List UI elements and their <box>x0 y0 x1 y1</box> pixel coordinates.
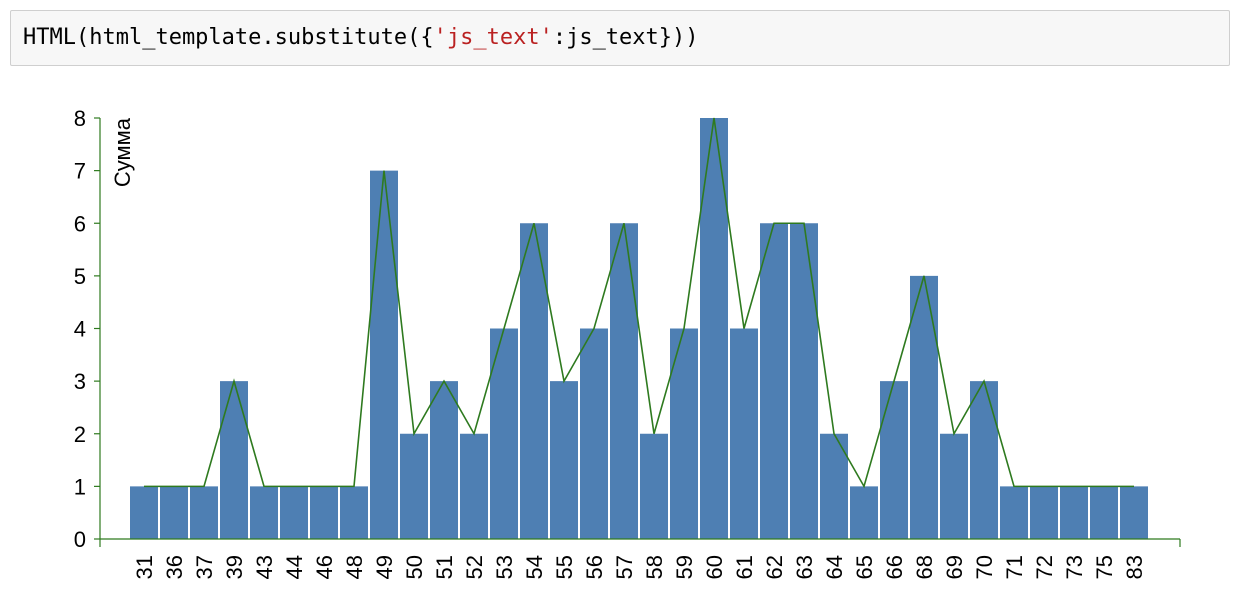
x-tick-label-64: 64 <box>822 555 847 579</box>
axes-group <box>94 117 1181 547</box>
x-tick-label-48: 48 <box>342 555 367 579</box>
y-tick-label-8: 8 <box>74 106 86 131</box>
code-token-string: 'js_text' <box>433 25 553 50</box>
bar-39 <box>220 381 248 539</box>
bar-71 <box>1000 486 1028 539</box>
x-tick-label-83: 83 <box>1122 555 1147 579</box>
bar-73 <box>1060 486 1088 539</box>
x-tick-label-39: 39 <box>222 555 247 579</box>
bar-57 <box>610 223 638 539</box>
y-tick-label-3: 3 <box>74 369 86 394</box>
y-tick-label-6: 6 <box>74 211 86 236</box>
bar-65 <box>850 486 878 539</box>
bar-49 <box>370 170 398 539</box>
x-tick-label-58: 58 <box>642 555 667 579</box>
bar-52 <box>460 433 488 539</box>
x-tick-label-43: 43 <box>252 555 277 579</box>
x-tick-label-36: 36 <box>162 555 187 579</box>
x-tick-label-72: 72 <box>1032 555 1057 579</box>
bar-36 <box>160 486 188 539</box>
x-tick-label-65: 65 <box>852 555 877 579</box>
y-axis-label: Сумма <box>110 117 135 187</box>
bar-75 <box>1090 486 1118 539</box>
x-tick-label-46: 46 <box>312 555 337 579</box>
x-tick-label-55: 55 <box>552 555 577 579</box>
x-tick-label-44: 44 <box>282 555 307 579</box>
y-tick-label-5: 5 <box>74 264 86 289</box>
x-tick-label-61: 61 <box>732 555 757 579</box>
bar-66 <box>880 381 908 539</box>
line-group <box>144 117 1134 489</box>
y-tick-label-1: 1 <box>74 474 86 499</box>
bars-group <box>130 118 1148 539</box>
bar-46 <box>310 486 338 539</box>
y-tick-label-4: 4 <box>74 317 86 342</box>
code-token-rest: :js_text})) <box>552 25 699 50</box>
y-tick-label-0: 0 <box>74 527 86 552</box>
bar-44 <box>280 486 308 539</box>
bar-61 <box>730 328 758 539</box>
x-tick-label-73: 73 <box>1062 555 1087 579</box>
x-tick-label-31: 31 <box>132 555 157 579</box>
x-tick-label-51: 51 <box>432 555 457 579</box>
x-tick-label-66: 66 <box>882 555 907 579</box>
y-tick-label-2: 2 <box>74 422 86 447</box>
bar-31 <box>130 486 158 539</box>
bar-56 <box>580 328 608 539</box>
x-tick-label-53: 53 <box>492 555 517 579</box>
bar-72 <box>1030 486 1058 539</box>
bar-63 <box>790 223 818 539</box>
x-tick-label-56: 56 <box>582 555 607 579</box>
y-tick-label-7: 7 <box>74 159 86 184</box>
code-token-func: HTML(html_template.substitute({ <box>23 25 434 50</box>
bar-55 <box>550 381 578 539</box>
x-tick-label-52: 52 <box>462 555 487 579</box>
bar-58 <box>640 433 668 539</box>
bar-62 <box>760 223 788 539</box>
x-tick-label-71: 71 <box>1002 555 1027 579</box>
code-cell[interactable]: HTML(html_template.substitute({'js_text'… <box>10 10 1230 66</box>
bar-68 <box>910 275 938 539</box>
series-line <box>144 117 1134 489</box>
x-tick-label-49: 49 <box>372 555 397 579</box>
x-tick-label-37: 37 <box>192 555 217 579</box>
bar-37 <box>190 486 218 539</box>
x-tick-label-57: 57 <box>612 555 637 579</box>
bar-51 <box>430 381 458 539</box>
x-tick-label-50: 50 <box>402 555 427 579</box>
x-tick-label-54: 54 <box>522 555 547 579</box>
x-tick-label-69: 69 <box>942 555 967 579</box>
code-line: HTML(html_template.substitute({'js_text'… <box>23 25 699 50</box>
x-tick-label-68: 68 <box>912 555 937 579</box>
x-tick-label-75: 75 <box>1092 555 1117 579</box>
x-tick-label-59: 59 <box>672 555 697 579</box>
bar-43 <box>250 486 278 539</box>
x-tick-label-60: 60 <box>702 555 727 579</box>
bar-48 <box>340 486 368 539</box>
bar-83 <box>1120 486 1148 539</box>
bar-70 <box>970 381 998 539</box>
x-tick-label-70: 70 <box>972 555 997 579</box>
bar-50 <box>400 433 428 539</box>
x-tick-label-62: 62 <box>762 555 787 579</box>
bar-69 <box>940 433 968 539</box>
x-tick-label-63: 63 <box>792 555 817 579</box>
